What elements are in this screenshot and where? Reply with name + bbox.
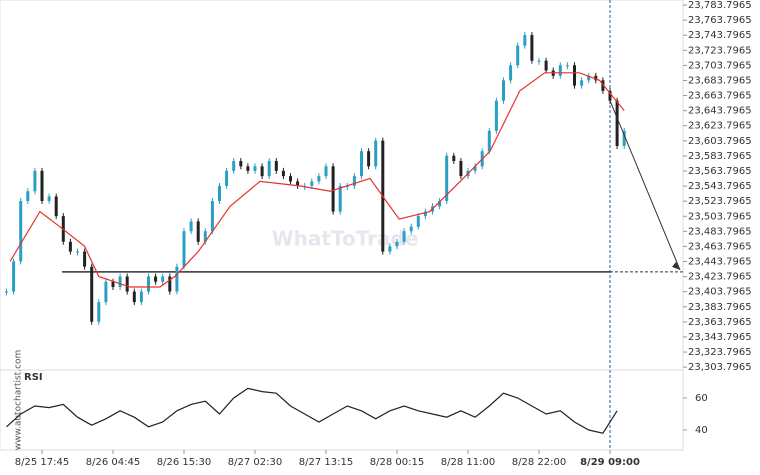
rsi-line	[6, 387, 618, 434]
x-tick-label: 8/28 22:00	[512, 457, 566, 468]
y-tick-label: 23,723.7965	[688, 45, 752, 56]
x-tick-label: 8/27 13:15	[299, 457, 353, 468]
y-tick-label: 23,743.7965	[688, 30, 752, 41]
y-tick-label: 23,323.7965	[688, 347, 752, 358]
y-tick-label: 23,303.7965	[688, 362, 752, 373]
rsi-tick-label: 60	[695, 393, 708, 404]
y-tick-label: 23,603.7965	[688, 136, 752, 147]
y-tick-label: 23,423.7965	[688, 272, 752, 283]
source: www.autochartist.com	[14, 350, 24, 451]
y-tick-label: 23,663.7965	[688, 91, 752, 102]
y-tick-label: 23,383.7965	[688, 302, 752, 313]
y-tick-label: 23,483.7965	[688, 226, 752, 237]
y-tick-label: 23,463.7965	[688, 241, 752, 252]
x-tick-label: 8/27 02:30	[228, 457, 282, 468]
y-tick-label: 23,703.7965	[688, 60, 752, 71]
y-tick-label: 23,403.7965	[688, 287, 752, 298]
y-tick-label: 23,543.7965	[688, 181, 752, 192]
x-tick-label: 8/29 09:00	[580, 457, 640, 468]
arrow-head	[672, 261, 680, 270]
y-tick-label: 23,563.7965	[688, 166, 752, 177]
projection-arrow	[609, 100, 681, 271]
y-tick-label: 23,443.7965	[688, 257, 752, 268]
rsi-tick-label: 40	[695, 425, 708, 436]
watermark: WhatToTrade	[272, 227, 419, 251]
y-tick-label: 23,523.7965	[688, 196, 752, 207]
y-tick-label: 23,343.7965	[688, 332, 752, 343]
x-tick-label: 8/28 00:15	[370, 457, 424, 468]
x-tick-label: 8/26 15:30	[157, 457, 211, 468]
y-tick-label: 23,583.7965	[688, 151, 752, 162]
x-tick-label: 8/28 11:00	[441, 457, 495, 468]
x-tick-label: 8/26 04:45	[86, 457, 140, 468]
x-tick-label: 8/25 17:45	[15, 457, 69, 468]
y-tick-label: 23,623.7965	[688, 121, 752, 132]
plot-frame	[0, 0, 684, 451]
rsi-label: RSI	[24, 372, 43, 383]
moving-average	[9, 72, 625, 288]
y-tick-label: 23,363.7965	[688, 317, 752, 328]
y-tick-label: 23,503.7965	[688, 211, 752, 222]
y-tick-label: 23,643.7965	[688, 106, 752, 117]
y-tick-label: 23,763.7965	[688, 15, 752, 26]
y-tick-label: 23,683.7965	[688, 75, 752, 86]
y-tick-label: 23,783.7965	[688, 0, 752, 11]
